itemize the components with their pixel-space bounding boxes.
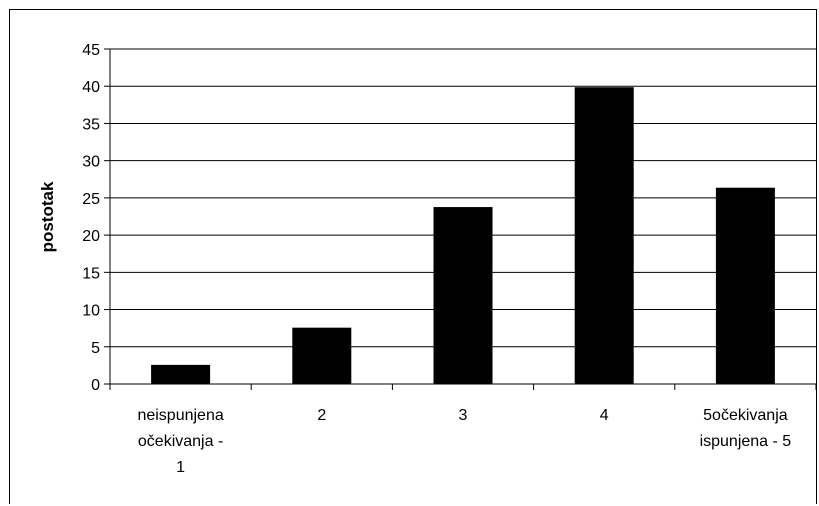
x-tick-label-line: 5očekivanja — [703, 407, 788, 424]
bar — [715, 187, 775, 385]
x-tick-label-line: 4 — [600, 407, 609, 424]
bar — [433, 207, 493, 385]
x-axis-ticks: neispunjena očekivanja - 1 2 3 4 5očekivanja is… — [109, 384, 817, 476]
y-tick-label: 20 — [82, 228, 100, 245]
x-tick-label-line: ispunjena - 5 — [700, 433, 792, 450]
y-tick-label: 30 — [82, 154, 100, 171]
x-tick-label: 5očekivanja ispunjena - 5 — [700, 407, 792, 450]
y-tick-label: 45 — [82, 42, 100, 59]
bars — [151, 87, 775, 385]
x-tick-label: neispunjena očekivanja - 1 — [137, 407, 223, 476]
x-tick-label-line: 2 — [317, 407, 326, 424]
y-tick-label: 15 — [82, 265, 100, 282]
chart-frame — [9, 9, 817, 504]
y-tick-label: 25 — [82, 191, 100, 208]
y-axis-label: postotak — [38, 181, 57, 252]
axes — [109, 49, 816, 385]
y-tick-label: 10 — [82, 303, 100, 320]
y-tick-label: 0 — [91, 377, 100, 394]
bar — [292, 327, 352, 385]
bar — [574, 87, 634, 385]
y-axis-ticks: 0 5 10 15 20 25 30 35 40 45 — [82, 42, 110, 394]
x-tick-label-line: 1 — [176, 459, 185, 476]
y-tick-label: 5 — [91, 340, 100, 357]
x-tick-label-line: 3 — [459, 407, 468, 424]
x-tick-label: 2 — [317, 407, 326, 424]
x-tick-label: 4 — [600, 407, 609, 424]
x-tick-label: 3 — [459, 407, 468, 424]
bar — [151, 364, 211, 385]
y-tick-label: 40 — [82, 79, 100, 96]
x-tick-label-line: neispunjena — [137, 407, 223, 424]
y-tick-label: 35 — [82, 116, 100, 133]
x-tick-label-line: očekivanja - — [138, 433, 223, 450]
